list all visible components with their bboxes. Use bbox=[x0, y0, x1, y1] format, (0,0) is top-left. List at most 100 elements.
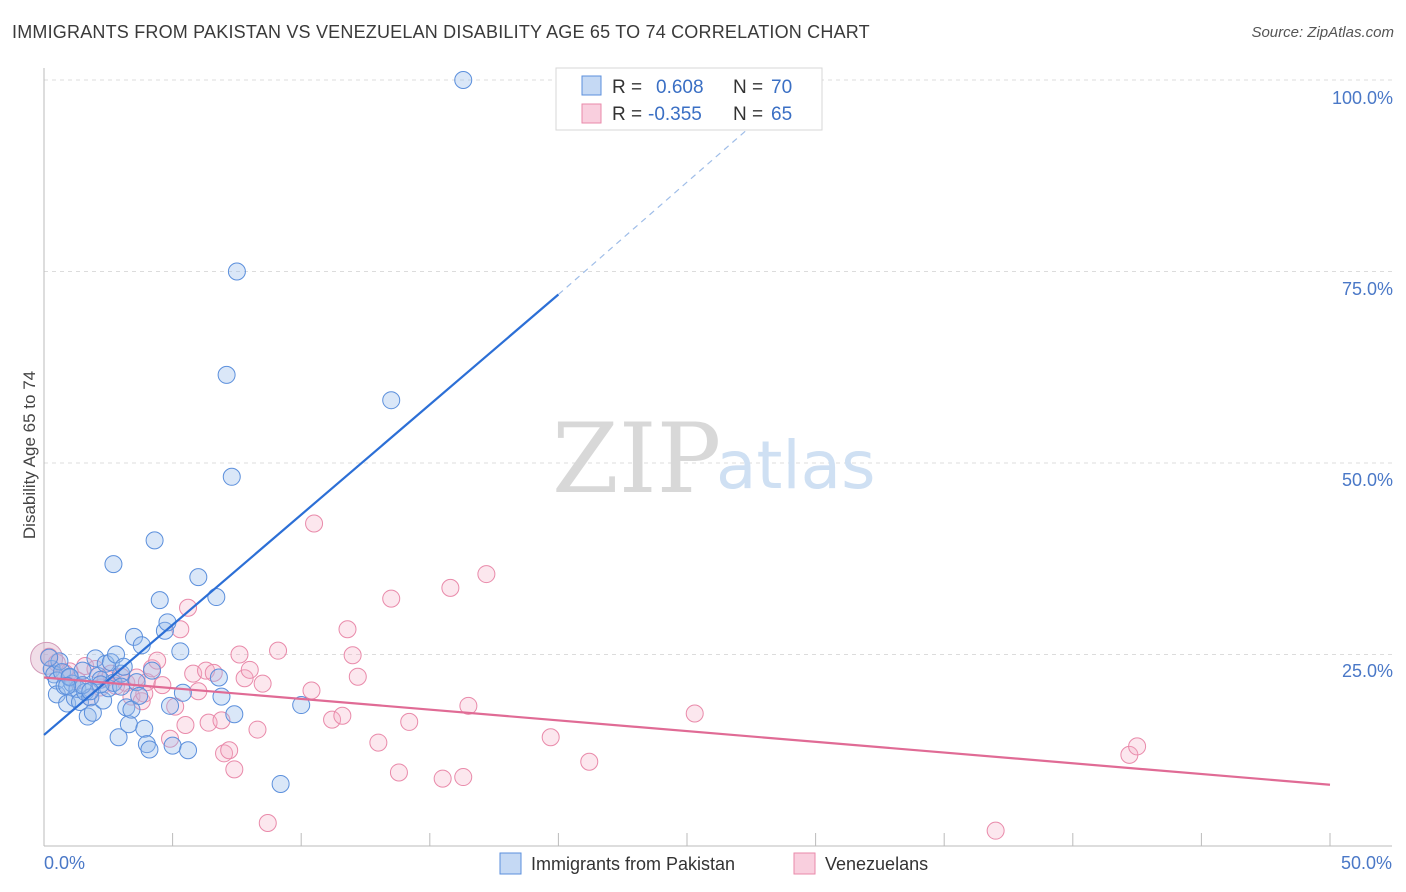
pakistan-points bbox=[40, 71, 473, 793]
venezuelans-point bbox=[333, 706, 352, 725]
venezuelans-trendline bbox=[43, 676, 1331, 786]
watermark: ZIP atlas bbox=[552, 403, 876, 515]
venezuelans-points bbox=[30, 514, 1147, 840]
stats-legend-swatch-blue bbox=[581, 75, 602, 96]
axes bbox=[43, 68, 1392, 847]
stats-row2-n-value: 65 bbox=[771, 104, 792, 125]
venezuelans-point bbox=[235, 669, 254, 688]
pakistan-point bbox=[145, 531, 164, 550]
stats-row1-r-value: 0.608 bbox=[656, 77, 704, 98]
pakistan-point bbox=[135, 719, 154, 738]
venezuelans-point bbox=[215, 744, 234, 763]
pakistan-point bbox=[150, 591, 169, 610]
stats-row1-n-label: N = bbox=[733, 77, 763, 98]
pakistan-point bbox=[58, 676, 77, 695]
legend-label-venezuelans: Venezuelans bbox=[825, 854, 928, 874]
venezuelans-point bbox=[166, 697, 185, 716]
pakistan-point bbox=[40, 648, 59, 667]
pakistan-point bbox=[83, 703, 102, 722]
pakistan-point bbox=[91, 675, 110, 694]
y-gridlines bbox=[44, 79, 1392, 655]
venezuelans-point bbox=[176, 715, 195, 734]
venezuelans-point bbox=[1128, 737, 1147, 756]
pakistan-point bbox=[86, 649, 105, 668]
venezuelans-point bbox=[986, 821, 1005, 840]
pakistan-point bbox=[81, 682, 100, 701]
y-tick-label-75: 75.0% bbox=[1342, 279, 1393, 299]
stats-row1-r-label: R = bbox=[612, 77, 642, 98]
pakistan-point bbox=[292, 696, 311, 715]
pakistan-point bbox=[217, 365, 236, 384]
venezuelans-point bbox=[148, 651, 167, 670]
pakistan-point bbox=[104, 555, 123, 574]
pakistan-point bbox=[130, 686, 149, 705]
venezuelans-point bbox=[580, 752, 599, 771]
legend-swatch-pakistan bbox=[499, 852, 522, 875]
pakistan-point bbox=[225, 705, 244, 724]
venezuelans-point bbox=[389, 763, 408, 782]
watermark-zip: ZIP bbox=[552, 403, 721, 515]
pakistan-trendline bbox=[43, 293, 560, 736]
pakistan-point bbox=[454, 71, 473, 89]
venezuelans-point bbox=[338, 620, 357, 639]
venezuelans-point bbox=[230, 645, 249, 664]
pakistan-point bbox=[209, 668, 228, 687]
pakistan-point bbox=[271, 774, 290, 793]
pakistan-point bbox=[189, 568, 208, 587]
stats-row1-n-value: 70 bbox=[771, 77, 792, 98]
pakistan-point bbox=[163, 736, 182, 755]
venezuelans-point bbox=[248, 720, 267, 739]
x-tick-label-min: 0.0% bbox=[44, 853, 85, 873]
x-ticks bbox=[43, 833, 1331, 846]
pakistan-point bbox=[171, 642, 190, 661]
pakistan-point bbox=[50, 652, 69, 671]
trendlines bbox=[43, 125, 1331, 786]
y-tick-label-25: 25.0% bbox=[1342, 661, 1393, 681]
series-legend: Immigrants from Pakistan Venezuelans bbox=[499, 852, 928, 875]
pakistan-point bbox=[382, 391, 401, 410]
venezuelans-point bbox=[382, 589, 401, 608]
venezuelans-point bbox=[302, 681, 321, 700]
stats-row2-n-label: N = bbox=[733, 104, 763, 125]
x-tick-label-max: 50.0% bbox=[1341, 853, 1392, 873]
legend-swatch-venezuelans bbox=[793, 852, 816, 875]
legend-label-pakistan: Immigrants from Pakistan bbox=[531, 854, 735, 874]
pakistan-point bbox=[173, 683, 192, 702]
venezuelans-point bbox=[76, 656, 95, 675]
source-label: Source: ZipAtlas.com bbox=[1251, 24, 1394, 41]
venezuelans-point bbox=[541, 728, 560, 747]
venezuelans-point bbox=[369, 733, 388, 752]
venezuelans-point bbox=[685, 704, 704, 723]
venezuelans-point bbox=[153, 676, 172, 695]
venezuelans-point bbox=[253, 674, 272, 693]
stats-row2-r-label: R = bbox=[612, 104, 642, 125]
venezuelans-point bbox=[161, 729, 180, 748]
venezuelans-point bbox=[459, 696, 478, 715]
venezuelans-point bbox=[220, 741, 239, 760]
pakistan-point bbox=[227, 262, 246, 281]
venezuelans-point bbox=[477, 565, 496, 584]
pakistan-point bbox=[122, 700, 141, 719]
venezuelans-point bbox=[348, 667, 367, 686]
pakistan-point bbox=[137, 735, 156, 754]
y-tick-label-50: 50.0% bbox=[1342, 470, 1393, 490]
pakistan-point bbox=[140, 740, 159, 759]
venezuelans-point bbox=[454, 768, 473, 787]
watermark-atlas: atlas bbox=[716, 427, 876, 504]
venezuelans-point bbox=[258, 814, 277, 833]
chart-title: IMMIGRANTS FROM PAKISTAN VS VENEZUELAN D… bbox=[12, 22, 870, 42]
y-tick-label-100: 100.0% bbox=[1332, 88, 1393, 108]
y-axis-label: Disability Age 65 to 74 bbox=[20, 371, 39, 539]
pakistan-point bbox=[109, 728, 128, 747]
stats-row2-r-value: -0.355 bbox=[648, 104, 702, 125]
stats-legend: R = 0.608 N = 70 R = -0.355 N = 65 bbox=[555, 67, 823, 131]
venezuelans-point bbox=[240, 660, 259, 679]
venezuelans-point bbox=[433, 769, 452, 788]
pakistan-point bbox=[112, 677, 131, 696]
stats-legend-swatch-pink bbox=[581, 103, 602, 124]
venezuelans-point bbox=[400, 712, 419, 731]
pakistan-point bbox=[179, 741, 198, 760]
venezuelans-point bbox=[343, 646, 362, 665]
venezuelans-point bbox=[441, 578, 460, 597]
